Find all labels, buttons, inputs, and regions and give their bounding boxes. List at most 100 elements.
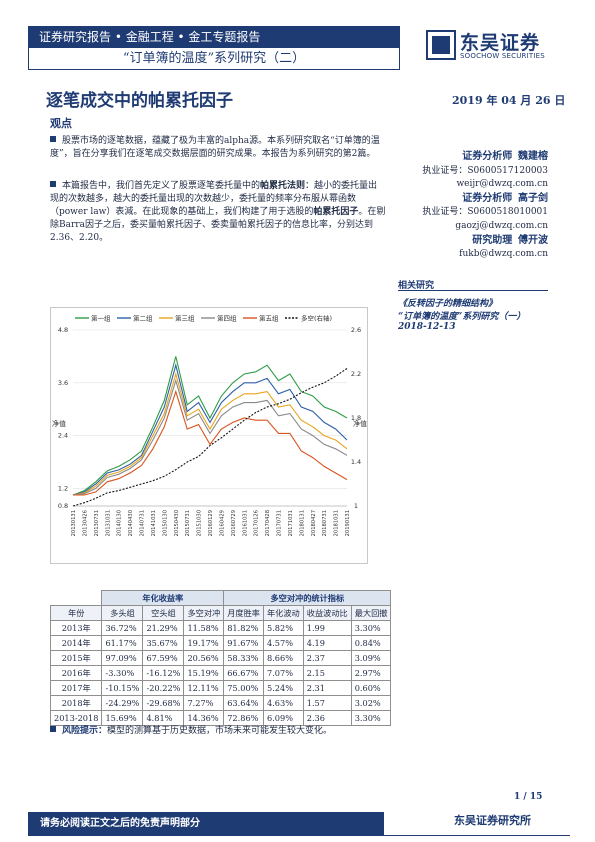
legend-label: 多空(右轴) xyxy=(301,314,332,323)
table-cell: 3.02% xyxy=(350,695,392,711)
analyst-2-title: 证券分析师 高子剑 xyxy=(396,192,548,207)
table-cell: 1.57 xyxy=(302,695,352,711)
legend-label: 第四组 xyxy=(217,314,237,323)
section-label: 观点 xyxy=(50,117,72,130)
column-header: 多头组 xyxy=(101,605,144,621)
x-tick-label: 20170731 xyxy=(277,510,283,536)
group-header-stats: 多空对冲的统计指标 xyxy=(223,590,392,606)
paragraph-2-bold-a: 帕累托法则 xyxy=(260,181,306,191)
table-cell: 36.72% xyxy=(101,620,144,636)
table-cell: 91.67% xyxy=(223,635,264,651)
table-cell: 66.67% xyxy=(223,665,264,681)
paragraph-1: 股票市场的逐笔数据，蕴藏了极为丰富的alpha源。本系列研究取名“订单簿的温度”… xyxy=(50,135,386,161)
x-tick-label: 20170428 xyxy=(265,510,271,536)
table-cell: 3.30% xyxy=(350,620,392,636)
y-tick-left: 2.4 xyxy=(58,432,68,440)
analyst-role: 证券分析师 xyxy=(462,192,513,204)
risk-warning: 风险提示：模型的测算基于历史数据，市场未来可能发生较大变化。 xyxy=(50,723,332,736)
table-cell: 7.07% xyxy=(262,665,304,681)
y-tick-right: 1 xyxy=(354,502,358,510)
x-tick-label: 20170126 xyxy=(254,510,260,536)
column-header: 空头组 xyxy=(142,605,185,621)
y-tick-left: 4.8 xyxy=(58,326,68,334)
table-cell: 12.11% xyxy=(183,680,225,696)
analyst-role: 研究助理 xyxy=(472,234,513,246)
series-line xyxy=(72,363,348,496)
table-cell: 2.36 xyxy=(302,710,352,726)
table-cell: 19.17% xyxy=(183,635,225,651)
bullet-square-icon xyxy=(50,726,56,732)
y-axis-label-left: 净值 xyxy=(52,419,66,428)
table-cell: 4.57% xyxy=(262,635,304,651)
series-title: “订单簿的温度”系列研究（二） xyxy=(122,51,306,66)
x-tick-label: 20150430 xyxy=(174,510,180,536)
footer-institute: 东吴证券研究所 xyxy=(454,814,531,827)
related-item-date: 2018-12-13 xyxy=(398,322,456,332)
table-cell: 2017年 xyxy=(49,680,103,696)
table-cell: 2.31 xyxy=(302,680,352,696)
x-tick-label: 20130731 xyxy=(94,510,100,536)
stats-table: 年化收益率 多空对冲的统计指标 年份 多头组 空头组 多空对冲 月度胜率 年化波动 收益波动… xyxy=(49,590,392,726)
table-cell: -20.22% xyxy=(142,680,185,696)
table-cell: 75.00% xyxy=(223,680,264,696)
y-axis-label-right: 净值 xyxy=(353,419,367,428)
risk-label: 风险提示： xyxy=(62,726,108,736)
group-header-returns: 年化收益率 xyxy=(101,590,225,606)
column-header: 收益波动比 xyxy=(302,605,352,621)
series-line xyxy=(72,371,348,496)
table-cell: 2018年 xyxy=(49,695,103,711)
table-cell: 2.97% xyxy=(350,665,392,681)
y-tick-left: 1.2 xyxy=(58,484,68,492)
series-line xyxy=(73,389,348,496)
nav-line-chart: 0.8 1.2 2.4 3.6 4.8 1 1.4 1.8 2.2 2.6 净值 净值 20130131… xyxy=(52,314,367,537)
logo-cn-text: 东吴证券 xyxy=(460,32,541,54)
table-cell: -24.29% xyxy=(101,695,144,711)
table-cell: 2.15 xyxy=(302,665,352,681)
x-tick-label: 20131031 xyxy=(105,510,111,536)
paragraph-2-text-c: 。在剔除Barra因子之后，委买量帕累托因子、委卖量帕累托因子的信息比率，分别达… xyxy=(50,207,386,243)
analyst-email[interactable]: fukb@dwzq.com.cn xyxy=(459,249,548,260)
analyst-role: 证券分析师 xyxy=(462,151,513,162)
table-cell: 58.33% xyxy=(223,650,264,666)
analyst-email[interactable]: weijr@dwzq.com.cn xyxy=(456,179,548,190)
analyst-name: 高子剑 xyxy=(518,192,548,204)
table-cell: 4.19 xyxy=(302,635,352,651)
table-cell: 5.24% xyxy=(262,680,304,696)
related-heading: 相关研究 xyxy=(398,281,435,291)
report-title: 逐笔成交中的帕累托因子 xyxy=(46,91,233,111)
x-tick-label: 20181031 xyxy=(334,510,340,536)
table-cell: 8.66% xyxy=(262,650,304,666)
x-tick-label: 20160429 xyxy=(219,510,225,536)
legend-label: 第二组 xyxy=(133,314,153,323)
risk-text: 模型的测算基于历史数据，市场未来可能发生较大变化。 xyxy=(107,726,333,736)
paragraph-2-text-a: 本篇报告中，我们首先定义了股票逐笔委托量中的 xyxy=(62,181,261,191)
analyst-3: 研究助理 傅开波 fukb@dwzq.com.cn xyxy=(396,234,548,262)
analyst-email[interactable]: gaozj@dwzq.com.cn xyxy=(455,220,548,231)
table-cell: 21.29% xyxy=(142,620,185,636)
legend-label: 第三组 xyxy=(175,314,195,323)
table-cell: 67.59% xyxy=(142,650,185,666)
x-tick-label: 20130131 xyxy=(71,510,77,536)
table-cell: 2015年 xyxy=(49,650,103,666)
related-item-2[interactable]: “订单簿的温度”系列研究（一） xyxy=(398,312,526,322)
report-date: 2019 年 04 月 26 日 xyxy=(452,94,566,107)
x-tick-label: 20180131 xyxy=(299,510,305,536)
table-cell: 81.82% xyxy=(223,620,264,636)
table-cell: -10.15% xyxy=(101,680,144,696)
table-cell: 1.99 xyxy=(302,620,352,636)
related-divider xyxy=(398,290,548,291)
analyst-3-title: 研究助理 傅开波 xyxy=(396,234,548,249)
analyst-license: 执业证号：S0600518010001 xyxy=(422,207,548,218)
table-body: 2013年 36.72% 21.29% 11.58% 81.82% 5.82% 1.99 3.… xyxy=(49,620,392,726)
related-item-1[interactable]: 《反转因子的精细结构》 xyxy=(398,299,498,309)
analyst-1: 证券分析师 魏建榕 执业证号：S0600517120003 weijr@dwzq… xyxy=(396,150,548,192)
analyst-license: 执业证号：S0600517120003 xyxy=(422,165,548,176)
x-tick-label: 20171031 xyxy=(288,510,294,536)
table-cell: 7.27% xyxy=(183,695,225,711)
legend-label: 第五组 xyxy=(259,314,279,323)
x-tick-label: 20130426 xyxy=(82,510,88,536)
footer-disclaimer[interactable]: 请务必阅读正文之后的免责声明部分 xyxy=(28,812,384,836)
table-cell: 3.30% xyxy=(350,710,392,726)
table-cell: 61.17% xyxy=(101,635,144,651)
table-column-header-row: 年份 多头组 空头组 多空对冲 月度胜率 年化波动 收益波动比 最大回撤 xyxy=(49,605,392,621)
